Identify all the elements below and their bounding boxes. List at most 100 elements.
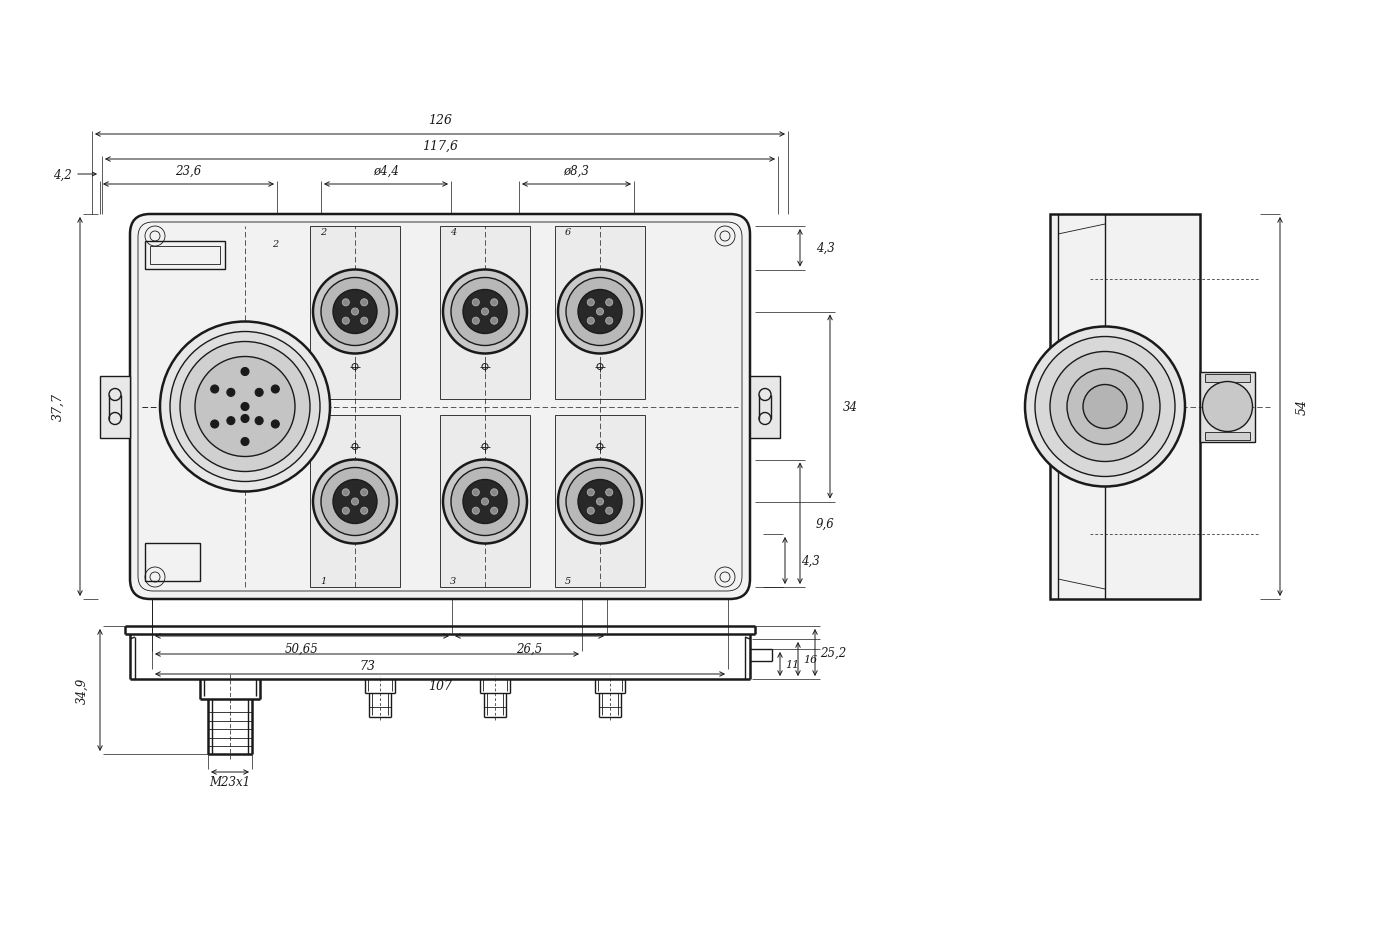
Circle shape (333, 480, 376, 524)
Circle shape (333, 290, 376, 334)
Text: 54: 54 (1295, 399, 1309, 415)
Bar (309, 227, 400, 399)
Circle shape (321, 468, 389, 536)
Circle shape (566, 278, 634, 346)
Circle shape (361, 508, 368, 514)
Circle shape (227, 417, 234, 425)
Text: 26,5: 26,5 (516, 642, 542, 655)
Circle shape (1083, 385, 1126, 429)
Circle shape (605, 508, 613, 514)
Circle shape (491, 508, 498, 514)
Circle shape (473, 299, 480, 307)
Bar (151, 246, 220, 264)
Bar (441, 415, 530, 587)
Text: 1: 1 (319, 577, 326, 586)
Bar (441, 227, 530, 399)
Text: 3: 3 (450, 577, 456, 586)
Bar (555, 415, 645, 587)
Circle shape (443, 270, 527, 354)
Circle shape (351, 309, 358, 315)
Bar (758, 396, 771, 419)
Text: 37,7: 37,7 (52, 393, 64, 421)
Circle shape (255, 417, 263, 425)
Circle shape (343, 508, 350, 514)
Circle shape (361, 318, 368, 325)
Circle shape (361, 489, 368, 497)
Circle shape (314, 270, 397, 354)
Bar (100, 376, 130, 438)
Bar (1204, 432, 1250, 440)
Bar (1200, 372, 1255, 442)
Bar (1204, 374, 1250, 382)
Bar (309, 415, 400, 587)
Circle shape (1066, 369, 1143, 445)
Text: 25,2: 25,2 (820, 647, 846, 659)
Circle shape (1203, 382, 1252, 432)
Text: 4: 4 (450, 228, 456, 237)
Bar (145, 544, 199, 582)
Text: 4,2: 4,2 (53, 168, 72, 181)
Circle shape (491, 489, 498, 497)
Circle shape (566, 468, 634, 536)
Circle shape (481, 498, 488, 505)
Circle shape (491, 299, 498, 307)
Circle shape (241, 403, 250, 411)
Circle shape (605, 489, 613, 497)
Text: M23x1: M23x1 (209, 776, 251, 788)
Text: 9,6: 9,6 (815, 517, 835, 531)
Circle shape (473, 318, 480, 325)
Circle shape (1025, 328, 1185, 487)
Circle shape (255, 389, 263, 396)
Text: 126: 126 (428, 114, 452, 127)
Circle shape (343, 299, 350, 307)
Circle shape (195, 357, 296, 457)
Circle shape (587, 508, 594, 514)
Circle shape (1050, 352, 1160, 462)
Circle shape (314, 460, 397, 544)
Text: 117,6: 117,6 (422, 140, 459, 152)
Text: 34,9: 34,9 (75, 677, 88, 703)
Circle shape (597, 498, 604, 505)
Circle shape (473, 508, 480, 514)
Circle shape (351, 498, 358, 505)
Text: 2: 2 (319, 228, 326, 237)
Circle shape (210, 385, 219, 394)
Circle shape (491, 318, 498, 325)
Circle shape (481, 309, 488, 315)
Circle shape (587, 299, 594, 307)
Circle shape (587, 318, 594, 325)
Text: 5: 5 (565, 577, 572, 586)
Text: 16: 16 (803, 654, 817, 665)
Circle shape (160, 322, 330, 492)
Circle shape (452, 278, 519, 346)
Text: ø4,4: ø4,4 (374, 164, 399, 177)
Text: 6: 6 (565, 228, 572, 237)
Circle shape (473, 489, 480, 497)
Circle shape (272, 421, 279, 429)
Text: 50,65: 50,65 (286, 642, 319, 655)
Text: 11: 11 (785, 659, 799, 669)
Circle shape (443, 460, 527, 544)
FancyBboxPatch shape (130, 215, 750, 599)
Circle shape (272, 385, 279, 394)
Circle shape (241, 438, 250, 446)
Circle shape (170, 332, 321, 482)
Circle shape (605, 318, 613, 325)
Circle shape (1034, 337, 1175, 477)
Bar (145, 242, 224, 270)
Circle shape (579, 290, 622, 334)
Text: 4,3: 4,3 (815, 242, 835, 255)
Circle shape (463, 480, 507, 524)
Circle shape (227, 389, 234, 396)
Bar (1050, 215, 1200, 599)
Bar (750, 376, 781, 438)
Circle shape (558, 270, 643, 354)
Circle shape (180, 342, 309, 472)
Bar (555, 227, 645, 399)
Text: 23,6: 23,6 (176, 164, 202, 177)
Circle shape (241, 368, 250, 376)
Text: 73: 73 (360, 660, 375, 673)
Bar (109, 396, 121, 419)
Text: 107: 107 (428, 680, 452, 693)
Circle shape (587, 489, 594, 497)
